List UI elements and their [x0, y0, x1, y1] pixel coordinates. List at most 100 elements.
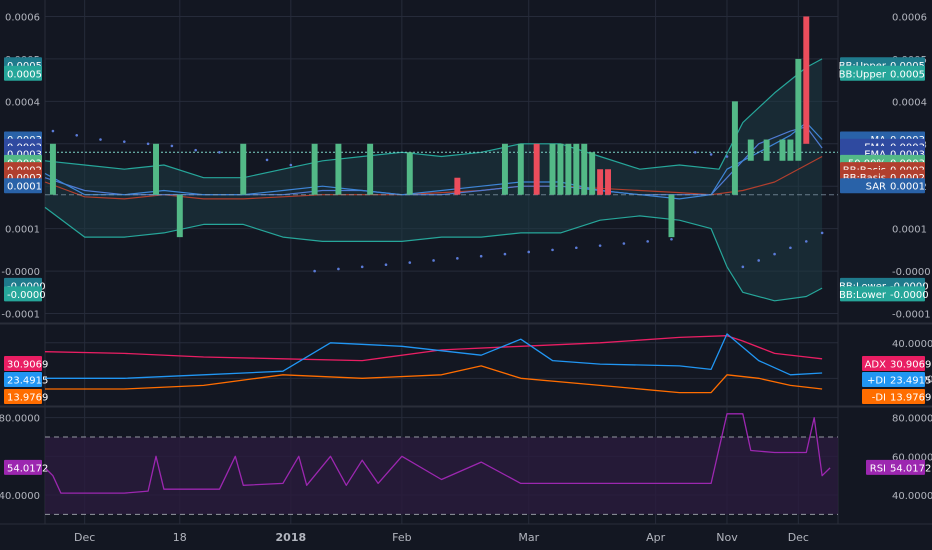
candle-down: [605, 169, 612, 195]
rsi-line: [44, 413, 831, 494]
candle-down: [597, 169, 604, 195]
sar-point: [709, 153, 713, 156]
sar-point: [622, 242, 626, 245]
candle-up: [573, 143, 580, 195]
rsi-label-left-bg: [4, 459, 42, 475]
candle-up: [517, 143, 524, 195]
rsi-pane[interactable]: 80.0000 80.0000 60.0000 40.0000 40.0000 54.01…: [0, 413, 932, 515]
sar-point: [789, 246, 792, 250]
candle-down: [533, 143, 540, 195]
candle-up: [779, 139, 786, 161]
indicator-name: SAR: [866, 182, 886, 193]
price-label-right-bg: [840, 178, 925, 194]
dmi-indicator-name: -DI: [872, 393, 886, 404]
sar-point: [598, 244, 602, 247]
sar-point: [741, 265, 745, 269]
price-tick-right: 0.0001: [892, 225, 927, 236]
indicator-value: 0.0005: [890, 69, 925, 80]
rsi-tick-left: 80.0000: [0, 414, 40, 425]
price-label-left-bg: [4, 286, 42, 302]
price-tick-right: 0.0004: [892, 97, 927, 108]
indicator-value: -0.0000: [890, 290, 929, 301]
candle-up: [240, 143, 247, 195]
dmi-indicator-name: +DI: [867, 376, 886, 387]
dmi-indicator-value: 23.4915: [890, 376, 931, 387]
sar-point: [194, 148, 197, 152]
indicator-name: BB:Lower: [839, 290, 887, 301]
rsi-label-right-bg: [866, 459, 925, 475]
rsi-tick-left: 40.0000: [0, 491, 40, 502]
bb-upper-line: [44, 58, 823, 179]
candle-up: [176, 194, 183, 238]
candle-up: [557, 143, 564, 195]
candle-up: [367, 143, 374, 195]
price-tick-right: -0.0000: [892, 267, 931, 278]
price-label-right-bg: [840, 65, 925, 81]
dmi-pane[interactable]: 40.000020.000030.9069ADX30.906923.4915+D…: [4, 333, 932, 404]
time-tick-label: Apr: [646, 531, 666, 544]
sar-point: [289, 163, 293, 167]
price-pane[interactable]: 0.0006 0.0006 0.0005 0.0005 0.0004 0.0004 0.00…: [1, 12, 930, 320]
dmi-label-left: 13.9769: [7, 393, 48, 404]
candle-up: [153, 143, 159, 195]
sar-point: [218, 150, 221, 154]
candle-up: [311, 143, 318, 195]
candle-down: [454, 177, 461, 195]
sar-point: [551, 248, 554, 252]
price-label-left-bg: [4, 65, 42, 81]
sar-point: [773, 252, 776, 256]
candle-up: [763, 139, 770, 161]
candle-up: [668, 194, 675, 238]
price-tick-left: 0.0006: [5, 12, 40, 23]
candle-up: [549, 143, 556, 195]
sar-point: [337, 267, 340, 271]
time-tick-label: Dec: [788, 531, 809, 544]
sar-point: [432, 259, 435, 262]
sar-point: [408, 261, 412, 264]
sar-point: [360, 265, 364, 269]
sar-point: [725, 155, 729, 158]
rsi-tick-right: 40.0000: [892, 491, 932, 502]
sar-point: [670, 237, 673, 241]
price-label-left: -0.0000: [7, 290, 46, 301]
bb-lower-line: [44, 206, 823, 302]
sar-point: [479, 254, 483, 258]
dmi-series-adx: [44, 335, 823, 362]
time-axis[interactable]: Dec 18 2018 Feb Mar Apr Nov Dec: [74, 531, 809, 544]
candle-up: [581, 143, 588, 195]
sar-point: [456, 257, 459, 260]
sar-point: [75, 133, 79, 137]
dmi-tick-right: 40.0000: [892, 339, 932, 350]
price-tick-right: -0.0001: [892, 310, 931, 321]
sar-point: [820, 231, 824, 235]
dmi-indicator-value: 30.9069: [890, 360, 931, 371]
dmi-series-plus-di: [45, 333, 823, 379]
sar-point: [804, 240, 808, 243]
candle-up: [501, 143, 508, 195]
sar-point: [503, 252, 507, 256]
dmi-label-right-bg: [862, 356, 925, 371]
sar-point: [384, 263, 388, 267]
candle-up: [731, 101, 738, 195]
indicator-value: 0.0001: [890, 182, 925, 193]
candle-up: [406, 152, 413, 195]
dmi-label-right-bg: [862, 389, 925, 404]
sar-point: [575, 246, 578, 250]
candle-up: [49, 143, 56, 195]
rsi-tick-right: 80.0000: [892, 414, 932, 425]
rsi-band-fill: [45, 437, 838, 515]
candle-up: [335, 143, 342, 195]
sar-point: [146, 142, 150, 146]
dmi-series-minus-di: [45, 365, 823, 394]
time-tick-label: Nov: [716, 531, 738, 544]
dmi-label-left: 23.4915: [7, 376, 48, 387]
rsi-tick-right: 60.0000: [892, 452, 932, 463]
bollinger-fill: [45, 58, 823, 301]
sar-point: [123, 140, 126, 143]
candle-up: [795, 58, 802, 161]
candle-up: [589, 152, 596, 195]
price-tick-right: 0.0006: [892, 12, 927, 23]
rsi-indicator-value: 54.0172: [890, 463, 931, 474]
price-label-left-bg: [4, 178, 42, 194]
